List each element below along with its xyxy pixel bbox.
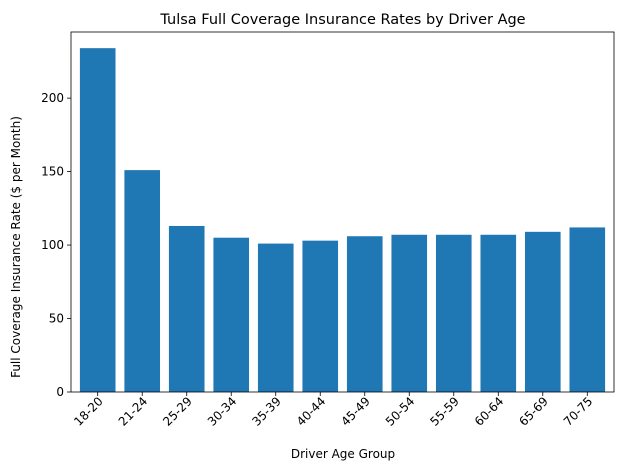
- x-tick-label: 35-39: [249, 394, 284, 429]
- bar-40-44: [302, 240, 339, 392]
- bar-70-75: [569, 227, 606, 392]
- bar-60-64: [480, 234, 517, 392]
- y-tick-label: 150: [41, 165, 64, 179]
- y-tick-label: 100: [41, 238, 64, 252]
- bar-21-24: [124, 170, 161, 392]
- bar-45-49: [346, 236, 383, 392]
- x-tick-label: 25-29: [160, 394, 195, 429]
- bar-65-69: [524, 231, 561, 392]
- x-tick-label: 21-24: [116, 394, 151, 429]
- x-axis: 18-20 21-24 25-29 30-34 35-39 40-44 45-49 50-54…: [71, 392, 595, 429]
- x-tick-label: 55-59: [427, 394, 462, 429]
- x-tick-label: 70-75: [561, 394, 596, 429]
- x-tick-label: 45-49: [338, 394, 373, 429]
- y-axis: 0 50 100 150 200: [41, 91, 71, 399]
- bar-25-29: [168, 225, 205, 392]
- y-tick-label: 0: [56, 385, 64, 399]
- x-tick-label: 18-20: [71, 394, 106, 429]
- x-tick-label: 40-44: [294, 394, 329, 429]
- chart-title: Tulsa Full Coverage Insurance Rates by D…: [159, 12, 525, 28]
- bar-group: [79, 48, 606, 392]
- bar-30-34: [213, 237, 250, 392]
- bar-50-54: [391, 234, 428, 392]
- bar-55-59: [435, 234, 472, 392]
- y-axis-title: Full Coverage Insurance Rate ($ per Mont…: [9, 116, 23, 378]
- x-tick-label: 60-64: [472, 394, 507, 429]
- bar-18-20: [79, 48, 116, 392]
- plot-frame: [70, 31, 615, 393]
- x-tick-label: 65-69: [516, 394, 551, 429]
- x-tick-label: 50-54: [383, 394, 418, 429]
- x-tick-label: 30-34: [205, 394, 240, 429]
- bar-35-39: [257, 243, 294, 392]
- x-axis-title: Driver Age Group: [291, 447, 395, 461]
- y-tick-label: 50: [49, 312, 64, 326]
- y-tick-label: 200: [41, 91, 64, 105]
